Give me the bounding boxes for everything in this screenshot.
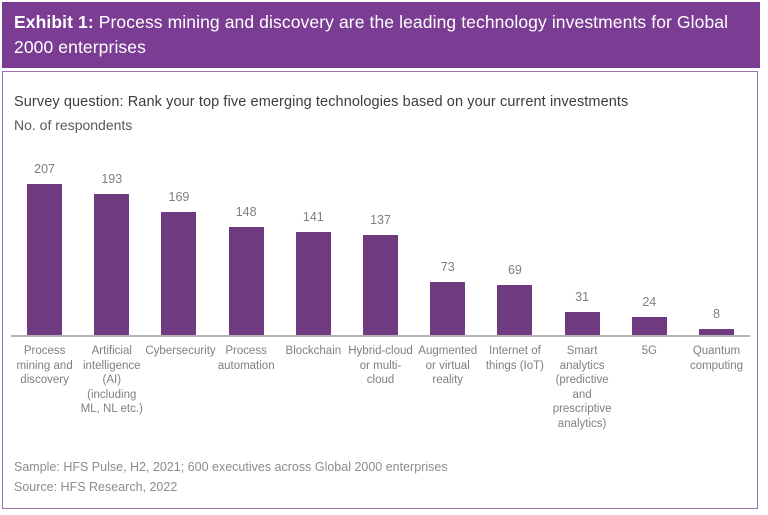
bar-column: 148 — [213, 205, 280, 335]
bar-column: 137 — [347, 213, 414, 335]
bar-value-label: 31 — [575, 290, 590, 304]
bar-column: 8 — [683, 307, 750, 335]
bar — [363, 235, 399, 335]
bars-row: 207 193 169 148 141 137 73 69 31 24 8 — [11, 147, 750, 337]
bar-category-label: Cybersecurity — [145, 345, 216, 357]
bar-value-label: 207 — [34, 162, 56, 176]
category-row: Process mining and discovery Artificial i… — [11, 337, 750, 431]
bar-value-label: 193 — [101, 172, 123, 186]
bar-column: 73 — [414, 260, 481, 335]
bar-category-label: Smart analytics (predictive and prescrip… — [552, 345, 612, 430]
bar-category-label: Hybrid-cloud or multi-cloud — [348, 345, 413, 386]
bar-column: 169 — [145, 190, 212, 335]
bar-category-label: Artificial intelligence (AI) (including … — [80, 345, 143, 415]
bar-column: 24 — [616, 295, 683, 335]
bar-value-label: 73 — [440, 260, 455, 274]
exhibit-number-label: Exhibit 1: — [14, 12, 94, 32]
bar — [161, 212, 197, 335]
bar — [295, 232, 331, 335]
bar-value-label: 69 — [507, 263, 522, 277]
chart-panel: Survey question: Rank your top five emer… — [2, 71, 758, 509]
bar — [564, 312, 600, 335]
bar — [698, 329, 734, 335]
bar-category-label: Augmented or virtual reality — [418, 345, 478, 386]
bar — [430, 282, 466, 335]
exhibit-title: Process mining and discovery are the lea… — [14, 12, 729, 57]
bar-value-label: 8 — [712, 307, 720, 321]
bar-value-label: 24 — [642, 295, 657, 309]
bar-category-label: Blockchain — [285, 345, 342, 357]
bar-column: 141 — [280, 210, 347, 335]
bar-column: 69 — [481, 263, 548, 335]
y-axis-unit-label: No. of respondents — [14, 117, 133, 133]
bar-category-label: 5G — [641, 345, 657, 357]
bar-column: 31 — [549, 290, 616, 335]
bar-category-label: Internet of things (IoT) — [485, 345, 544, 372]
bar-value-label: 137 — [370, 213, 391, 227]
bar-category-label: Quantum computing — [689, 345, 743, 372]
source-note: Source: HFS Research, 2022 — [14, 479, 178, 494]
bar — [27, 184, 63, 335]
bar-chart: 207 193 169 148 141 137 73 69 31 24 8 — [11, 147, 750, 431]
bar — [631, 317, 667, 335]
survey-question-label: Survey question: Rank your top five emer… — [14, 94, 629, 110]
exhibit-header: Exhibit 1: Process mining and discovery … — [2, 2, 760, 68]
bar-value-label: 169 — [168, 190, 190, 204]
bar — [228, 227, 264, 335]
bar-value-label: 148 — [235, 205, 257, 219]
sample-note: Sample: HFS Pulse, H2, 2021; 600 executi… — [14, 460, 448, 474]
footnotes: Sample: HFS Pulse, H2, 2021; 600 executi… — [14, 458, 448, 497]
bar-category-label: Process automation — [217, 345, 275, 372]
bar-column: 193 — [78, 172, 145, 335]
bar — [497, 285, 533, 335]
bar-category-label: Process mining and discovery — [16, 345, 73, 386]
bar-value-label: 141 — [302, 210, 324, 224]
bar-column: 207 — [11, 162, 78, 335]
bar — [94, 194, 130, 335]
